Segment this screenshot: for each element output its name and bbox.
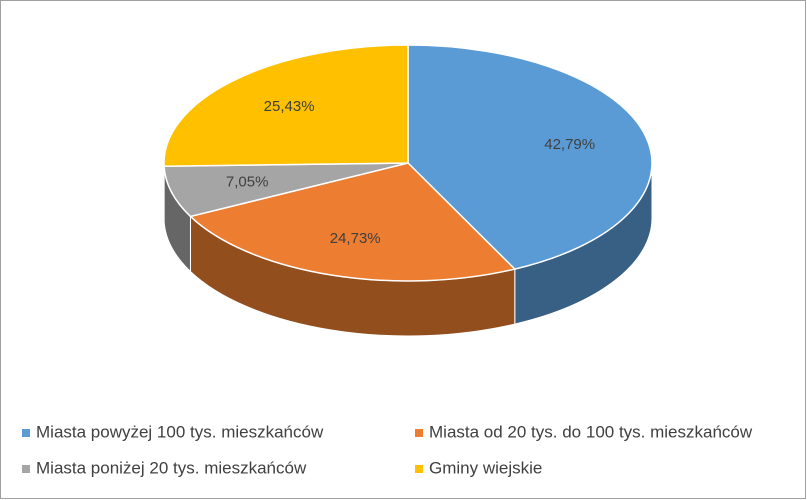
- data-label: 7,05%: [226, 174, 269, 191]
- legend-label: Miasta powyżej 100 tys. mieszkańców: [36, 422, 324, 441]
- slice: [188, 162, 517, 282]
- data-label: 24,73%: [330, 230, 381, 247]
- legend-swatch: [22, 465, 30, 473]
- legend-label: Miasta poniżej 20 tys. mieszkańców: [36, 458, 307, 477]
- slice: [407, 44, 653, 270]
- legend-swatch: [22, 429, 30, 437]
- legend-swatch: [415, 465, 423, 473]
- slice: [163, 44, 409, 167]
- legend-label: Gminy wiejskie: [429, 458, 542, 477]
- data-label: 25,43%: [264, 98, 315, 115]
- data-label: 42,79%: [544, 136, 595, 153]
- legend-swatch: [415, 429, 423, 437]
- legend-label: Miasta od 20 tys. do 100 tys. mieszkańcó…: [429, 422, 753, 441]
- slice: [163, 162, 409, 218]
